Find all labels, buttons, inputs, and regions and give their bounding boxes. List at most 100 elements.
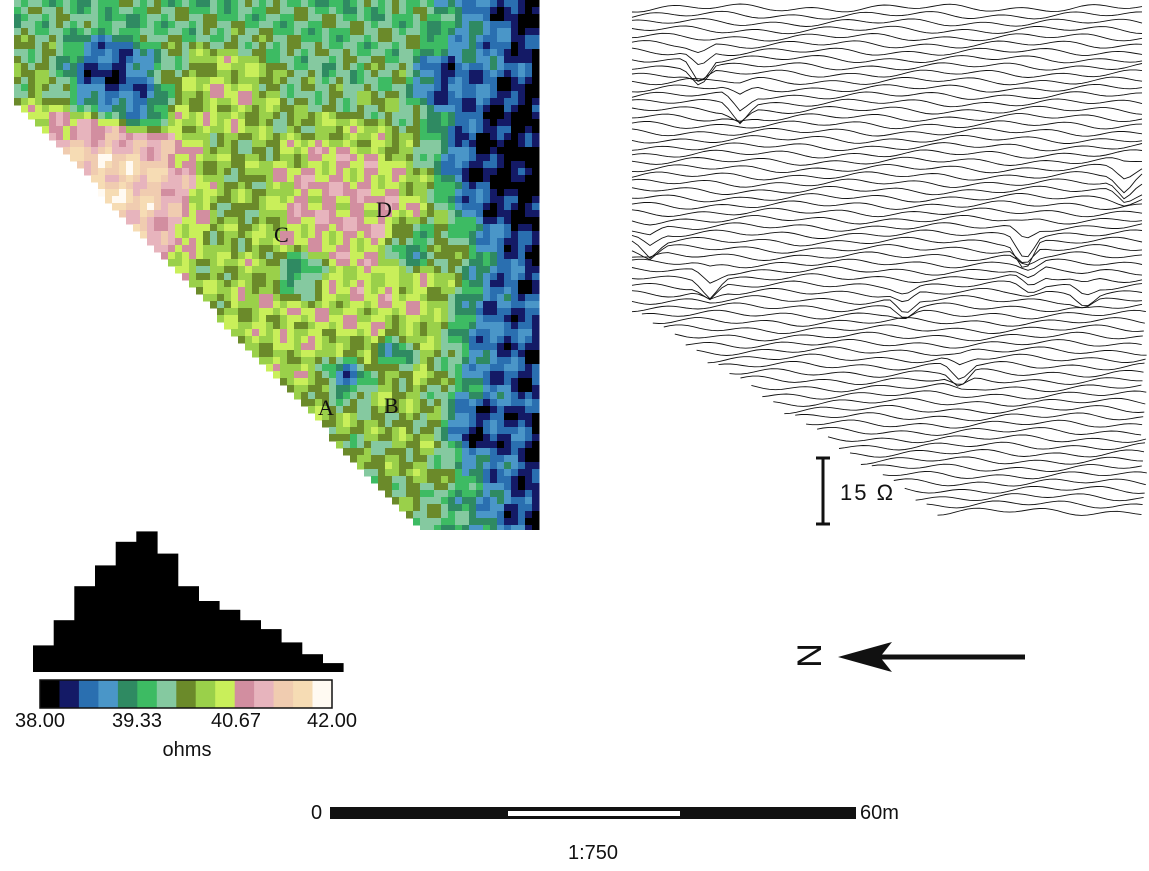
trace-line <box>817 426 1142 436</box>
trace-line <box>631 193 1143 207</box>
trace-line <box>718 360 1145 380</box>
trace-line <box>631 200 1143 210</box>
trace-line <box>631 229 1143 258</box>
trace-line <box>915 493 1144 502</box>
histogram-bar <box>322 663 344 672</box>
trace-line <box>631 25 1143 35</box>
trace-line <box>631 222 1143 239</box>
trace-line <box>631 98 1143 125</box>
legend-swatch <box>234 680 255 708</box>
trace-line <box>631 171 1143 194</box>
trace-line <box>784 404 1145 415</box>
trace-line <box>882 471 1147 480</box>
north-label: N <box>789 643 828 668</box>
histogram-bar <box>260 629 282 672</box>
histogram-bar <box>95 565 117 672</box>
feature-label-a: A <box>318 395 334 420</box>
scale-bar <box>330 807 856 819</box>
trace-line <box>904 485 1145 494</box>
trace-scale-label: 15 Ω <box>840 480 896 505</box>
scale-start-label: 0 <box>311 802 323 824</box>
scale-bar-vertical-icon <box>816 456 830 526</box>
trace-line <box>631 127 1143 137</box>
histogram-bar <box>33 645 55 672</box>
histogram-bar <box>115 541 137 672</box>
histogram-bar <box>53 620 75 672</box>
legend-tick-4: 42.00 <box>306 710 358 732</box>
trace-line <box>893 478 1146 487</box>
trace-line <box>631 295 1143 313</box>
trace-line <box>685 339 1142 349</box>
trace-line <box>631 91 1143 112</box>
trace-line <box>937 507 1142 516</box>
legend-swatch <box>195 680 216 708</box>
trace-line <box>631 302 1143 318</box>
trace-line <box>751 383 1142 393</box>
trace-line <box>631 287 1143 307</box>
trace-line <box>762 390 1147 400</box>
trace-line <box>631 236 1143 268</box>
trace-line <box>631 207 1143 218</box>
trace-line <box>663 324 1144 335</box>
trace-line <box>838 441 1146 451</box>
trace-line <box>827 434 1147 444</box>
histogram-bar <box>281 642 303 672</box>
legend-swatch <box>254 680 275 708</box>
legend-swatch <box>156 680 177 708</box>
scale-ratio: 1:750 <box>567 842 619 864</box>
trace-line <box>631 156 1143 166</box>
trace-line <box>631 185 1143 203</box>
trace-line <box>631 3 1143 13</box>
scale-end-label: 60m <box>860 802 899 824</box>
trace-line <box>631 32 1143 42</box>
legend-swatch <box>137 680 158 708</box>
trace-line <box>631 178 1143 200</box>
trace-line <box>631 244 1143 263</box>
trace-plot <box>631 3 1147 516</box>
feature-label-c: C <box>274 222 289 247</box>
trace-line <box>631 214 1143 226</box>
trace-line <box>631 273 1143 300</box>
histogram-bar <box>136 531 158 672</box>
trace-line <box>631 83 1143 95</box>
trace-line <box>740 375 1143 386</box>
trace-line <box>707 353 1146 366</box>
trace-line <box>631 113 1143 123</box>
legend-swatch <box>293 680 314 708</box>
trace-line <box>795 412 1144 422</box>
legend-tick-1: 38.00 <box>14 710 66 732</box>
trace-line <box>631 142 1143 152</box>
trace-line <box>631 105 1143 124</box>
histogram-legend <box>33 531 344 709</box>
trace-line <box>806 419 1143 429</box>
legend-tick-2: 39.33 <box>111 710 163 732</box>
trace-line <box>631 69 1143 82</box>
trace-line <box>631 134 1143 144</box>
legend-unit: ohms <box>162 739 212 761</box>
trace-line <box>631 18 1143 27</box>
legend-swatch <box>312 680 333 708</box>
resistance-map <box>14 0 540 530</box>
trace-line <box>871 463 1142 472</box>
histogram-bar <box>301 654 323 672</box>
trace-line <box>641 309 1146 320</box>
trace-line <box>631 280 1143 301</box>
legend-swatch <box>176 680 197 708</box>
trace-line <box>631 55 1143 82</box>
feature-label-b: B <box>384 393 399 418</box>
feature-label-d: D <box>376 197 392 222</box>
trace-line <box>652 317 1145 327</box>
legend-swatch <box>40 680 60 708</box>
legend-swatch <box>98 680 119 708</box>
trace-line <box>631 62 1143 86</box>
trace-line <box>631 76 1143 86</box>
trace-line <box>631 258 1143 271</box>
histogram-bar <box>239 620 261 672</box>
legend-swatch <box>273 680 294 708</box>
histogram-bar <box>74 586 96 672</box>
legend-swatch <box>215 680 236 708</box>
trace-line <box>674 331 1143 342</box>
trace-line <box>926 500 1143 509</box>
histogram-bar <box>157 553 179 672</box>
trace-line <box>631 10 1143 20</box>
